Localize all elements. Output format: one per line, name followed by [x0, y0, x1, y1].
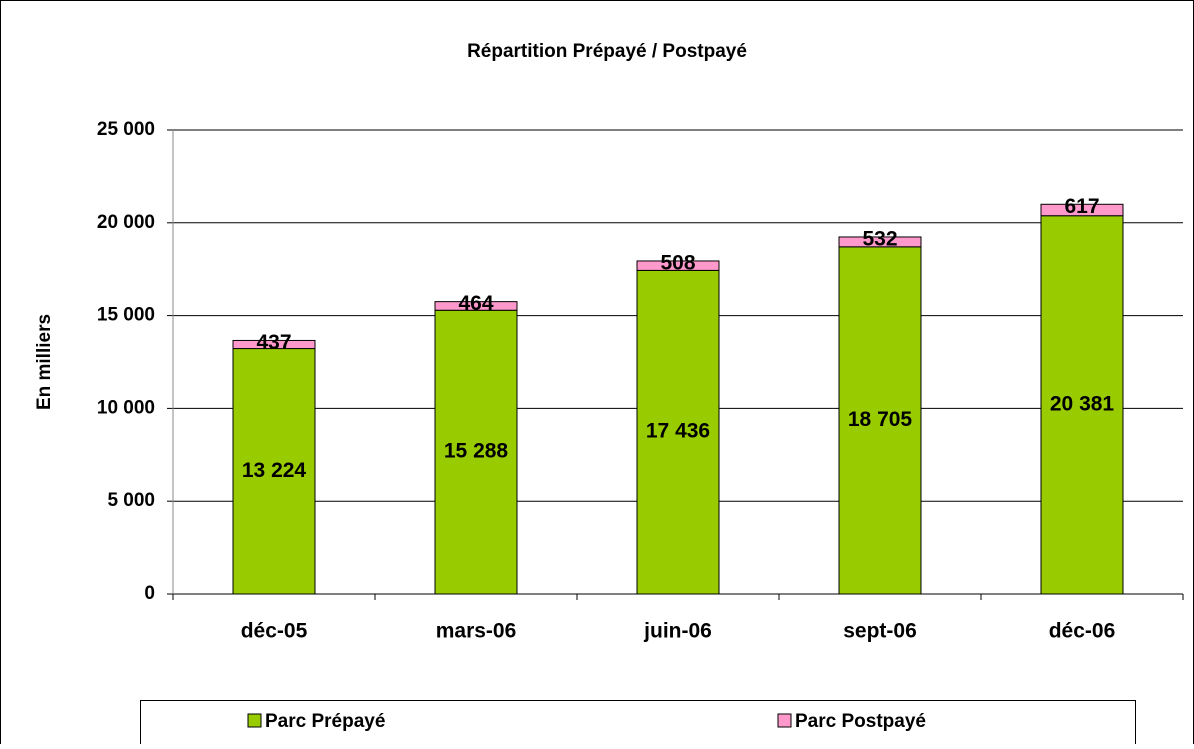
- data-label: 437: [256, 331, 291, 354]
- bar-segment: [838, 236, 922, 248]
- x-tick-label: déc-05: [241, 620, 308, 643]
- legend: [140, 700, 1136, 749]
- x-tick-label: mars-06: [436, 620, 517, 643]
- legend-swatch: [247, 713, 262, 728]
- legend-label: Parc Prépayé: [265, 711, 385, 732]
- bar-segment: [434, 309, 518, 595]
- data-label: 617: [1064, 195, 1099, 218]
- y-tick-label: 0: [144, 583, 155, 604]
- data-label: 20 381: [1050, 392, 1115, 415]
- data-label: 464: [458, 292, 493, 315]
- data-label: 13 224: [242, 459, 307, 482]
- y-tick-label: 10 000: [97, 397, 155, 418]
- legend-swatch: [777, 713, 792, 728]
- data-label: 532: [862, 228, 897, 251]
- x-tick-label: sept-06: [843, 620, 917, 643]
- y-tick-label: 25 000: [97, 119, 155, 140]
- data-label: 508: [660, 252, 695, 275]
- legend-label: Parc Postpayé: [795, 711, 926, 732]
- chart-title: Répartition Prépayé / Postpayé: [467, 41, 747, 62]
- y-tick-label: 15 000: [97, 305, 155, 326]
- data-label: 15 288: [444, 440, 509, 463]
- x-tick-label: déc-06: [1049, 620, 1116, 643]
- y-tick-label: 20 000: [97, 212, 155, 233]
- data-label: 17 436: [646, 420, 710, 443]
- bar-segment: [232, 348, 316, 595]
- bar-segment: [232, 339, 316, 350]
- data-label: 18 705: [848, 408, 913, 431]
- bar-segment: [636, 260, 720, 271]
- bar-segment: [1040, 215, 1124, 595]
- bar-segment: [434, 301, 518, 311]
- x-tick-label: juin-06: [643, 620, 712, 643]
- y-tick-label: 5 000: [107, 490, 155, 511]
- y-axis-label: En milliers: [34, 314, 55, 410]
- bar-segment: [1040, 203, 1124, 217]
